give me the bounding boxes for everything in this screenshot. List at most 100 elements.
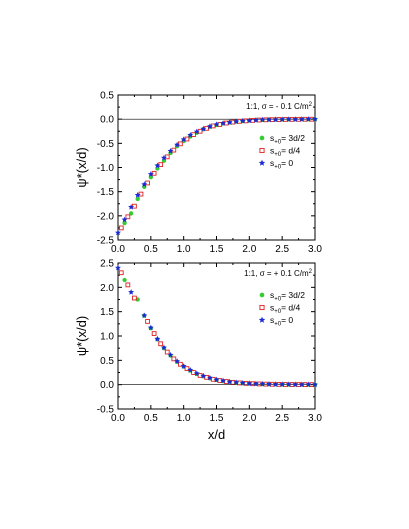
data-point [167,147,174,154]
data-point [154,162,161,169]
data-point [178,361,183,367]
legend-marker [259,135,265,141]
y-tick-label: 0.5 [100,91,114,102]
legend-label-s: s [270,158,274,168]
data-point [147,324,154,331]
data-point [266,381,272,387]
legend-label-sub: +0 [274,152,282,158]
series-2 [115,116,318,236]
legend-label-s: s [270,146,274,156]
legend-label-rest: = 3d/2 [281,290,305,300]
data-point [239,117,246,124]
y-tick-label: -0.5 [97,405,115,416]
y-tick-label: 2.0 [100,283,114,294]
x-axis-label: x/d [208,427,225,442]
x-tick-label: 0.0 [111,413,125,424]
data-point [292,116,299,122]
legend-label-rest: = d/4 [281,303,300,313]
data-point [141,181,148,187]
data-point [125,282,131,288]
data-point [184,366,190,371]
y-tick-label: 0.0 [100,380,114,391]
data-point [279,381,286,387]
legend-label: s+0= 0 [270,158,293,171]
data-point [154,335,161,342]
data-point [161,154,167,161]
y-tick-label: 1.5 [100,307,114,318]
legend-label-sub: +0 [274,297,282,303]
panel-annotation: 1:1, σ = - 0.1 C/m2 [246,102,313,111]
x-tick-label: 2.5 [275,244,289,255]
annotation-superscript: 2 [309,102,313,108]
data-point [118,225,124,231]
data-point [187,132,194,138]
bottom-panel: 0.0 0.5 1.0 1.5 2.0 2.5 3.0-0.50.00.51.01.52.0… [74,259,322,443]
data-point [158,341,164,347]
x-tick-label: 2.0 [242,244,256,255]
legend-label-rest: = 3d/2 [281,133,305,143]
y-tick-label: 1.0 [100,332,114,343]
data-point [180,136,187,142]
x-tick-label: 1.0 [177,244,191,255]
data-point [141,312,148,319]
data-point [298,116,305,122]
y-tick-label: -1.5 [97,187,115,198]
annotation-superscript: 2 [309,269,313,275]
data-point [252,380,259,387]
legend-label-sub: +0 [274,165,282,171]
data-point [220,377,227,384]
data-point [272,116,279,123]
top-panel: 0.0 0.5 1.0 1.5 2.0 2.5 3.0 -2.5 -2.0 -1.5 -1.0 -0.… [74,91,322,256]
data-point [193,370,200,376]
legend-label: s+0= 3d/2 [270,290,305,303]
legend-marker [259,304,265,311]
legend-label-s: s [270,303,274,313]
x-tick-label: 2.0 [242,413,256,424]
y-tick-label: -0.5 [97,139,115,150]
plot-frame [117,262,316,410]
legend-marker [259,292,265,298]
y-tick-label: -2.0 [97,211,115,222]
data-point [200,372,207,379]
data-point [239,379,246,386]
legend-label-rest: = d/4 [281,146,300,156]
legend-marker [259,147,265,154]
data-point [151,331,157,336]
data-point [135,196,140,202]
data-point [312,381,318,388]
data-point [213,121,220,128]
x-tick-label: 0.0 [111,244,125,255]
data-point [246,380,253,386]
legend-label-s: s [270,315,274,325]
data-point [193,128,200,135]
data-point [121,216,128,223]
y-axis-label: ψ*(x/d) [74,316,89,356]
x-tick-label: 1.0 [177,413,191,424]
legend-label-sub: +0 [274,309,282,315]
series-1 [118,270,315,387]
y-tick-label: 0.0 [100,115,114,126]
data-point [259,116,266,123]
data-point [174,141,181,148]
data-point [226,378,233,385]
data-point [200,125,207,132]
legend-label-s: s [270,133,274,143]
data-point [252,117,259,123]
data-point [298,381,305,388]
data-point [246,117,253,124]
data-point [132,295,137,301]
data-point [213,376,220,383]
data-point [128,204,135,210]
data-point [233,118,240,125]
legend-label: s+0= 0 [270,315,293,328]
x-tick-label: 2.5 [275,413,289,424]
data-point [233,379,240,385]
series-2 [115,264,318,388]
y-tick-label: -1.0 [97,163,115,174]
data-point [187,366,194,373]
data-point [305,381,312,388]
data-point [161,344,167,351]
data-point [145,319,150,324]
x-tick-label: 0.5 [144,413,158,424]
